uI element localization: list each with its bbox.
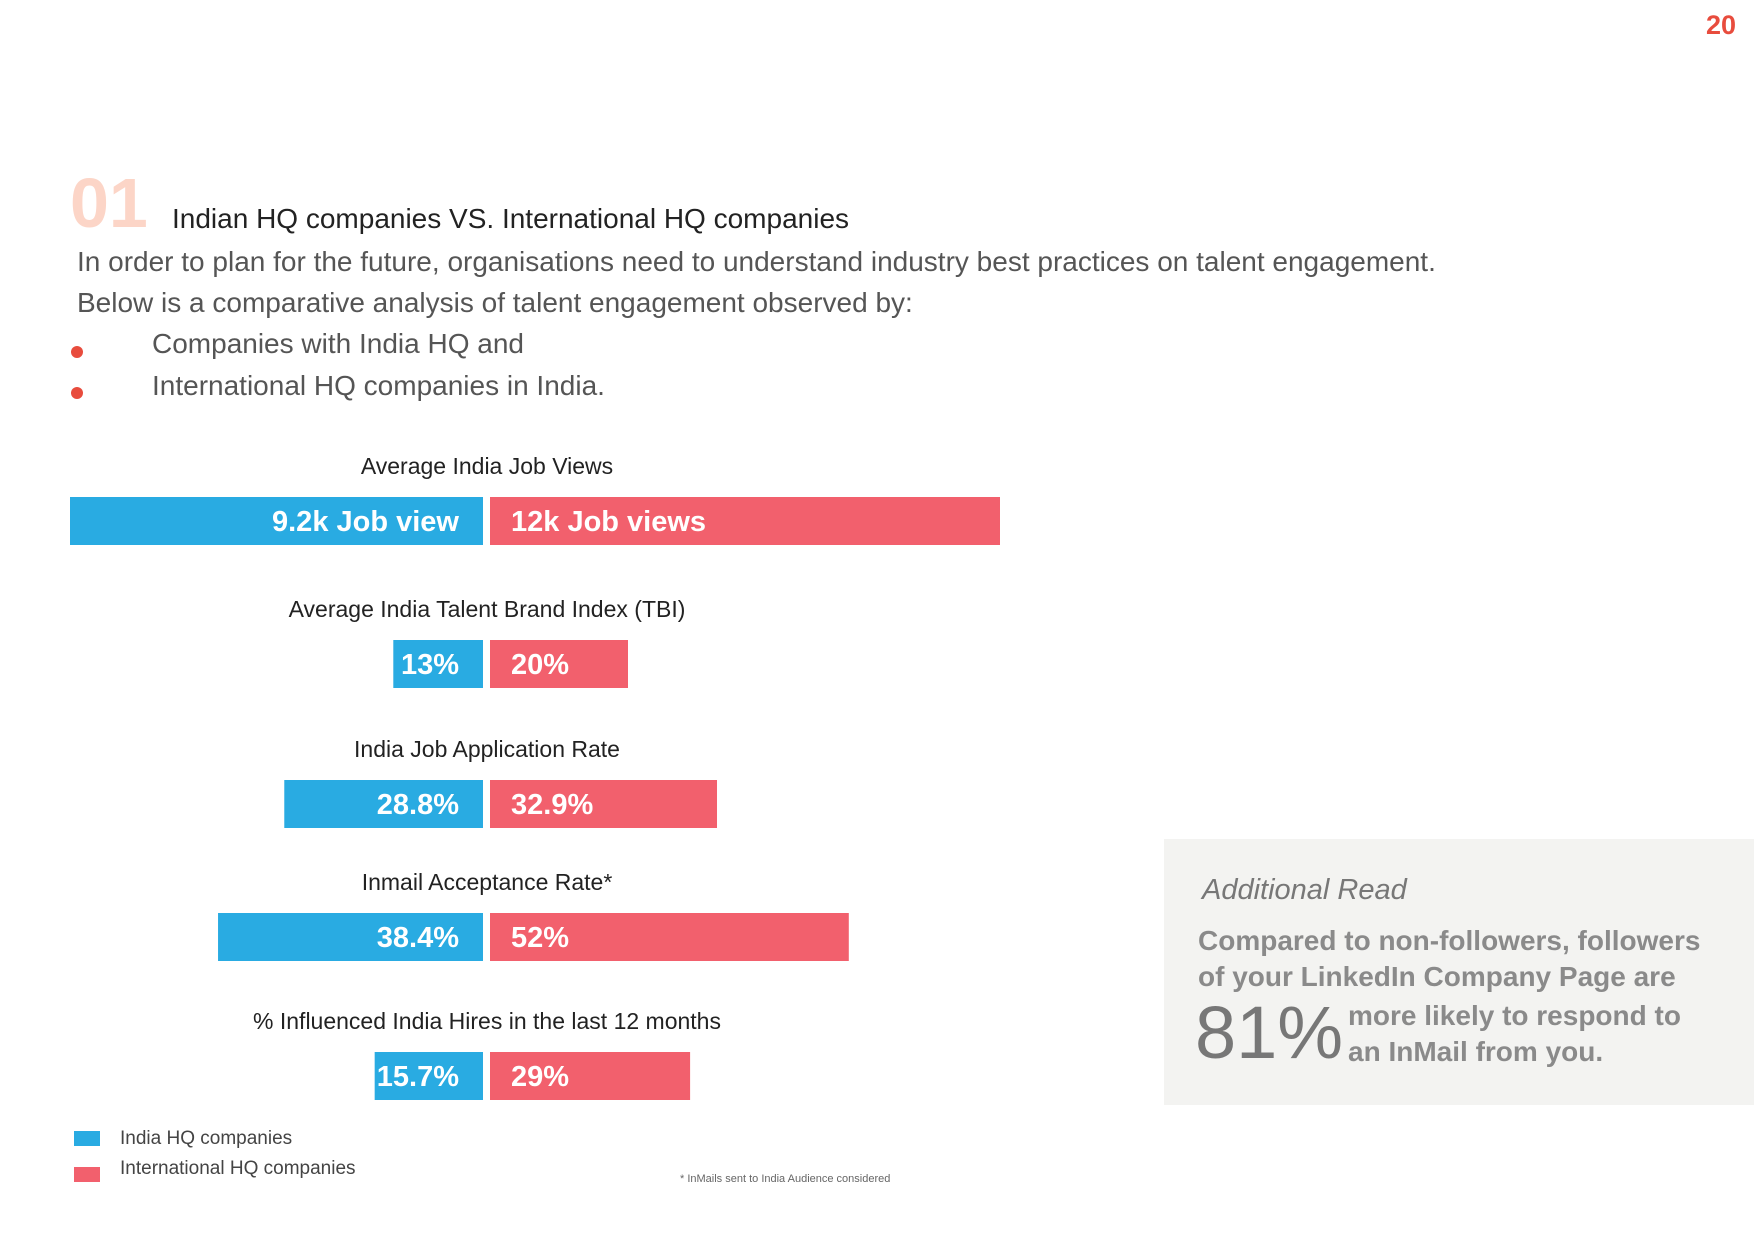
additional-read-panel xyxy=(1164,839,1754,1105)
bar-label-international-3: 52% xyxy=(511,922,569,954)
bar-label-international-1: 20% xyxy=(511,649,569,681)
bar-label-india-0: 9.2k Job view xyxy=(272,506,459,538)
comparison-bar-chart: 9.2k Job view 12k Job views 13% 20% 28.8% 32.… xyxy=(70,497,1000,1100)
chart-title-tbi: Average India Talent Brand Index (TBI) xyxy=(288,596,686,622)
bar-international-4 xyxy=(490,1052,691,1100)
bullet-dot-icon xyxy=(71,387,83,399)
bar-india-2 xyxy=(284,780,483,828)
bar-label-international-4: 29% xyxy=(511,1061,569,1093)
section-number: 01 xyxy=(70,164,148,242)
page-number: 20 xyxy=(1705,10,1736,40)
bar-international-2 xyxy=(490,780,718,828)
legend-label-international: International HQ companies xyxy=(120,1158,356,1179)
bar-label-india-4: 15.7% xyxy=(377,1061,459,1093)
bullet-dot-icon xyxy=(71,346,83,358)
section-title: Indian HQ companies VS. International HQ… xyxy=(172,203,850,234)
bullet-india-hq: Companies with India HQ and xyxy=(152,328,524,359)
bar-international-0 xyxy=(490,497,1000,545)
footnote: * InMails sent to India Audience conside… xyxy=(680,1173,891,1185)
bar-india-0 xyxy=(70,497,483,545)
additional-read-heading: Additional Read xyxy=(1202,874,1407,906)
bar-india-1 xyxy=(393,640,483,688)
legend-swatch-india xyxy=(74,1131,100,1146)
bar-international-3 xyxy=(490,913,849,961)
chart-title-application-rate: India Job Application Rate xyxy=(354,736,620,762)
legend-swatch-international xyxy=(74,1167,100,1182)
bar-india-3 xyxy=(218,913,484,961)
intro-line-1: In order to plan for the future, organis… xyxy=(77,246,1436,277)
bullet-international-hq: International HQ companies in India. xyxy=(152,370,605,401)
additional-read-line-2: of your LinkedIn Company Page are xyxy=(1198,961,1676,992)
additional-read-stat: 81% xyxy=(1195,991,1344,1074)
bar-label-india-2: 28.8% xyxy=(377,789,459,821)
bar-label-india-3: 38.4% xyxy=(377,922,459,954)
legend-label-india: India HQ companies xyxy=(120,1128,293,1149)
chart-title-influenced-hires: % Influenced India Hires in the last 12 … xyxy=(253,1008,721,1034)
intro-line-2: Below is a comparative analysis of talen… xyxy=(77,287,913,318)
chart-title-inmail-acceptance: Inmail Acceptance Rate* xyxy=(361,869,613,895)
additional-read-line-1: Compared to non-followers, followers xyxy=(1198,925,1701,956)
additional-read-stat-line-1: more likely to respond to xyxy=(1348,1000,1681,1031)
chart-title-job-views: Average India Job Views xyxy=(360,453,614,479)
bar-india-4 xyxy=(374,1052,483,1100)
bar-label-international-0: 12k Job views xyxy=(511,506,706,538)
bar-international-1 xyxy=(490,640,628,688)
bar-label-international-2: 32.9% xyxy=(511,789,593,821)
additional-read-stat-line-2: an InMail from you. xyxy=(1348,1036,1604,1067)
bar-label-india-1: 13% xyxy=(401,649,459,681)
